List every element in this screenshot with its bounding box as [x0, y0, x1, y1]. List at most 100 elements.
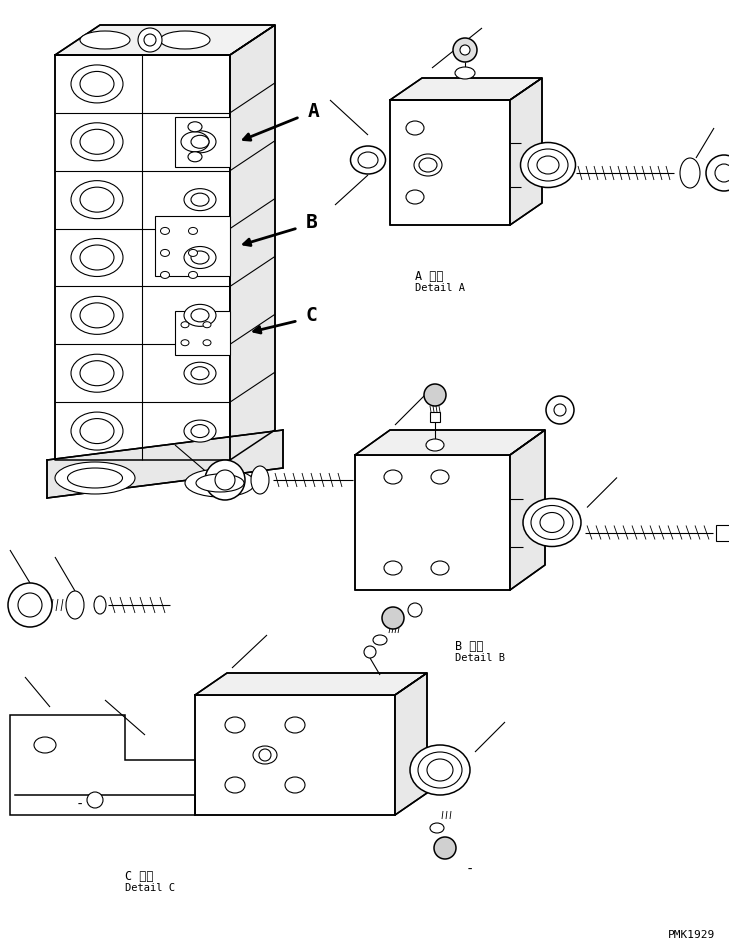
Ellipse shape: [71, 296, 123, 334]
Ellipse shape: [80, 245, 114, 270]
Ellipse shape: [160, 250, 170, 256]
Ellipse shape: [419, 158, 437, 172]
Circle shape: [434, 837, 456, 859]
Ellipse shape: [373, 635, 387, 645]
Ellipse shape: [80, 419, 114, 444]
Ellipse shape: [94, 596, 106, 614]
Ellipse shape: [384, 561, 402, 575]
Circle shape: [205, 460, 245, 500]
Circle shape: [546, 396, 574, 424]
Text: B 詳細: B 詳細: [455, 640, 483, 653]
Ellipse shape: [184, 304, 216, 327]
Ellipse shape: [351, 146, 386, 174]
Ellipse shape: [427, 759, 453, 781]
Ellipse shape: [184, 246, 216, 269]
Text: -: -: [76, 798, 84, 812]
Ellipse shape: [285, 717, 305, 733]
Ellipse shape: [71, 354, 123, 392]
Ellipse shape: [80, 303, 114, 328]
Text: B: B: [306, 214, 318, 233]
Ellipse shape: [80, 361, 114, 386]
Circle shape: [8, 583, 52, 627]
Ellipse shape: [66, 591, 84, 619]
Ellipse shape: [521, 142, 575, 187]
Polygon shape: [55, 55, 230, 460]
Polygon shape: [390, 100, 510, 225]
Ellipse shape: [160, 272, 170, 278]
Polygon shape: [55, 25, 275, 55]
Ellipse shape: [431, 561, 449, 575]
Ellipse shape: [80, 129, 114, 154]
Ellipse shape: [431, 470, 449, 484]
Ellipse shape: [225, 777, 245, 793]
Ellipse shape: [414, 154, 442, 176]
Ellipse shape: [406, 190, 424, 204]
Ellipse shape: [191, 135, 209, 148]
Ellipse shape: [184, 362, 216, 384]
Ellipse shape: [191, 367, 209, 380]
Ellipse shape: [184, 131, 216, 153]
Ellipse shape: [189, 250, 198, 256]
Polygon shape: [195, 695, 395, 815]
Ellipse shape: [285, 777, 305, 793]
Text: C 詳細: C 詳細: [125, 870, 154, 883]
Ellipse shape: [418, 752, 462, 788]
Ellipse shape: [680, 158, 700, 188]
Ellipse shape: [160, 227, 170, 235]
Text: -: -: [466, 863, 474, 877]
Text: Detail C: Detail C: [125, 883, 175, 893]
Ellipse shape: [251, 466, 269, 494]
Ellipse shape: [71, 412, 123, 450]
Ellipse shape: [184, 189, 216, 211]
Bar: [175, 117, 230, 167]
Ellipse shape: [68, 468, 122, 488]
Circle shape: [424, 384, 446, 406]
Ellipse shape: [185, 469, 255, 497]
Bar: [430, 412, 440, 422]
Circle shape: [382, 607, 404, 629]
Ellipse shape: [181, 132, 209, 152]
Ellipse shape: [455, 67, 475, 79]
Ellipse shape: [71, 238, 123, 276]
Ellipse shape: [537, 156, 559, 174]
Ellipse shape: [191, 251, 209, 264]
Ellipse shape: [188, 152, 202, 162]
Polygon shape: [355, 455, 510, 590]
Circle shape: [453, 38, 477, 62]
Ellipse shape: [358, 152, 378, 168]
Circle shape: [460, 45, 470, 55]
Circle shape: [138, 28, 162, 52]
Ellipse shape: [191, 425, 209, 438]
Polygon shape: [510, 78, 542, 225]
Bar: [716, 524, 729, 541]
Ellipse shape: [426, 439, 444, 451]
Ellipse shape: [410, 745, 470, 795]
Ellipse shape: [189, 227, 198, 235]
Ellipse shape: [188, 122, 202, 132]
Ellipse shape: [540, 512, 564, 533]
Ellipse shape: [406, 121, 424, 135]
Text: Detail B: Detail B: [455, 653, 505, 663]
Polygon shape: [195, 673, 427, 695]
Circle shape: [706, 155, 729, 191]
Ellipse shape: [181, 340, 189, 346]
Ellipse shape: [80, 31, 130, 49]
Ellipse shape: [80, 71, 114, 97]
Ellipse shape: [71, 123, 123, 161]
Ellipse shape: [160, 31, 210, 49]
Bar: [175, 311, 230, 354]
Ellipse shape: [430, 823, 444, 833]
Ellipse shape: [203, 322, 211, 328]
Circle shape: [144, 34, 156, 46]
Polygon shape: [47, 430, 283, 498]
Polygon shape: [395, 673, 427, 815]
Ellipse shape: [531, 505, 573, 540]
Ellipse shape: [523, 499, 581, 546]
Ellipse shape: [203, 340, 211, 346]
Polygon shape: [390, 78, 542, 100]
Circle shape: [715, 164, 729, 182]
Ellipse shape: [196, 474, 244, 492]
Circle shape: [408, 603, 422, 617]
Text: C: C: [306, 306, 318, 325]
Polygon shape: [230, 25, 275, 460]
